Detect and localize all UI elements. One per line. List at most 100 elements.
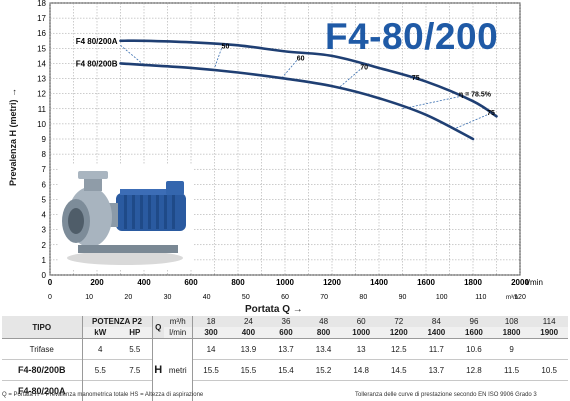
h-cell: 13.7 <box>418 360 456 381</box>
q-lmin-cell: 1400 <box>418 327 456 339</box>
h-cell: 11.7 <box>418 339 456 360</box>
y-tick-label: 5 <box>42 195 47 204</box>
x-tick-label-lmin: 1800 <box>464 278 482 287</box>
y-tick-label: 7 <box>42 165 47 174</box>
col-potenza: POTENZA P2 <box>82 316 152 327</box>
unit-lmin: l/min <box>164 327 192 339</box>
h-cell: 15.5 <box>192 360 230 381</box>
x-unit-m3h: m³/h <box>506 295 518 301</box>
efficiency-label: 75 <box>412 75 420 82</box>
x-tick-label-m3h: 110 <box>475 294 486 301</box>
q-lmin-cell: 400 <box>230 327 268 339</box>
h-cell: 14.8 <box>342 360 380 381</box>
x-tick-label-m3h: 10 <box>85 294 93 301</box>
x-tick-label-m3h: 100 <box>436 294 448 301</box>
kw-cell: 4 <box>82 339 118 360</box>
h-cell: 12.8 <box>455 360 493 381</box>
h-cell: 14 <box>192 339 230 360</box>
q-m3h-cell: 84 <box>418 316 456 327</box>
efficiency-label: 70 <box>360 64 368 71</box>
q-m3h-cell: 36 <box>267 316 305 327</box>
y-tick-label: 14 <box>37 59 46 68</box>
q-lmin-cell: 1000 <box>342 327 380 339</box>
x-tick-label-m3h: 20 <box>124 294 132 301</box>
model-title: F4-80/200 <box>325 18 498 55</box>
x-tick-label-lmin: 0 <box>48 278 53 287</box>
y-tick-label: 13 <box>37 75 46 84</box>
col-q: Q <box>152 316 164 339</box>
h-cell: 14.5 <box>380 360 418 381</box>
q-lmin-cell: 800 <box>305 327 343 339</box>
footer-tolerance: Tolleranza delle curve di prestazione se… <box>355 392 537 398</box>
y-axis-label: Prevalenza H (metri) → <box>8 62 18 212</box>
series-label: F4 80/200A <box>76 37 118 46</box>
y-tick-label: 12 <box>37 90 46 99</box>
x-tick-label-m3h: 50 <box>242 294 250 301</box>
q-m3h-cell: 108 <box>493 316 531 327</box>
y-tick-label: 17 <box>37 14 46 23</box>
y-tick-label: 1 <box>42 256 47 265</box>
performance-table: TIPO POTENZA P2 Q m³/h 18 24 36 48 60 72… <box>2 316 568 401</box>
q-lmin-cell: 600 <box>267 327 305 339</box>
efficiency-label: 60 <box>297 55 305 62</box>
y-tick-label: 10 <box>37 120 46 129</box>
y-tick-label: 8 <box>42 150 47 159</box>
footer-legend: Q = Portata H = Prevalenza manometrica t… <box>2 392 203 398</box>
y-tick-label: 16 <box>37 29 46 38</box>
y-tick-label: 18 <box>37 0 46 8</box>
q-lmin-cell: 1600 <box>455 327 493 339</box>
q-lmin-cell: 300 <box>192 327 230 339</box>
y-tick-label: 6 <box>42 180 47 189</box>
x-unit-lmin: l/min <box>526 278 543 287</box>
h-cell: 15.2 <box>305 360 343 381</box>
q-m3h-cell: 96 <box>455 316 493 327</box>
trifase-label: Trifase <box>2 339 82 360</box>
y-tick-label: 11 <box>38 105 47 114</box>
h-cell: 9 <box>493 339 531 360</box>
y-tick-label: 2 <box>42 241 47 250</box>
q-m3h-cell: 114 <box>530 316 568 327</box>
q-m3h-cell: 18 <box>192 316 230 327</box>
x-tick-label-lmin: 400 <box>137 278 151 287</box>
q-m3h-cell: 72 <box>380 316 418 327</box>
x-tick-label-lmin: 200 <box>90 278 104 287</box>
x-tick-label-lmin: 1600 <box>417 278 435 287</box>
q-lmin-cell: 1800 <box>493 327 531 339</box>
h-cell: 10.5 <box>530 360 568 381</box>
x-tick-label-lmin: 600 <box>184 278 198 287</box>
h-cell: 15.5 <box>230 360 268 381</box>
q-lmin-cell: 1900 <box>530 327 568 339</box>
kw-cell: 5.5 <box>82 360 118 381</box>
x-tick-label-lmin: 1200 <box>323 278 341 287</box>
x-tick-label-m3h: 90 <box>399 294 407 301</box>
efficiency-label: 50 <box>222 43 230 50</box>
q-m3h-cell: 24 <box>230 316 268 327</box>
unit-m3h: m³/h <box>164 316 192 327</box>
col-kw: kW <box>82 327 118 339</box>
x-tick-label-m3h: 40 <box>203 294 211 301</box>
x-tick-label-m3h: 0 <box>48 294 52 301</box>
x-tick-label-m3h: 30 <box>164 294 172 301</box>
x-tick-label-m3h: 70 <box>320 294 328 301</box>
y-tick-label: 15 <box>37 44 46 53</box>
h-cell: 15.4 <box>267 360 305 381</box>
h-cell: 13.7 <box>267 339 305 360</box>
col-tipo: TIPO <box>2 316 82 339</box>
x-axis-label: Portata Q → <box>245 304 303 315</box>
col-hp: HP <box>118 327 152 339</box>
hp-cell: 7.5 <box>118 360 152 381</box>
h-cell: 13 <box>342 339 380 360</box>
h-cell: 13.9 <box>230 339 268 360</box>
q-m3h-cell: 60 <box>342 316 380 327</box>
q-m3h-cell: 48 <box>305 316 343 327</box>
x-tick-label-m3h: 60 <box>281 294 289 301</box>
x-tick-label-lmin: 800 <box>231 278 245 287</box>
hp-cell: 5.5 <box>118 339 152 360</box>
series-label: F4 80/200B <box>76 59 118 68</box>
h-cell: 12.5 <box>380 339 418 360</box>
q-lmin-cell: 1200 <box>380 327 418 339</box>
y-tick-label: 0 <box>42 271 47 280</box>
pump-image <box>58 165 193 270</box>
x-tick-label-m3h: 80 <box>359 294 367 301</box>
model-cell: F4-80/200B <box>2 360 82 381</box>
